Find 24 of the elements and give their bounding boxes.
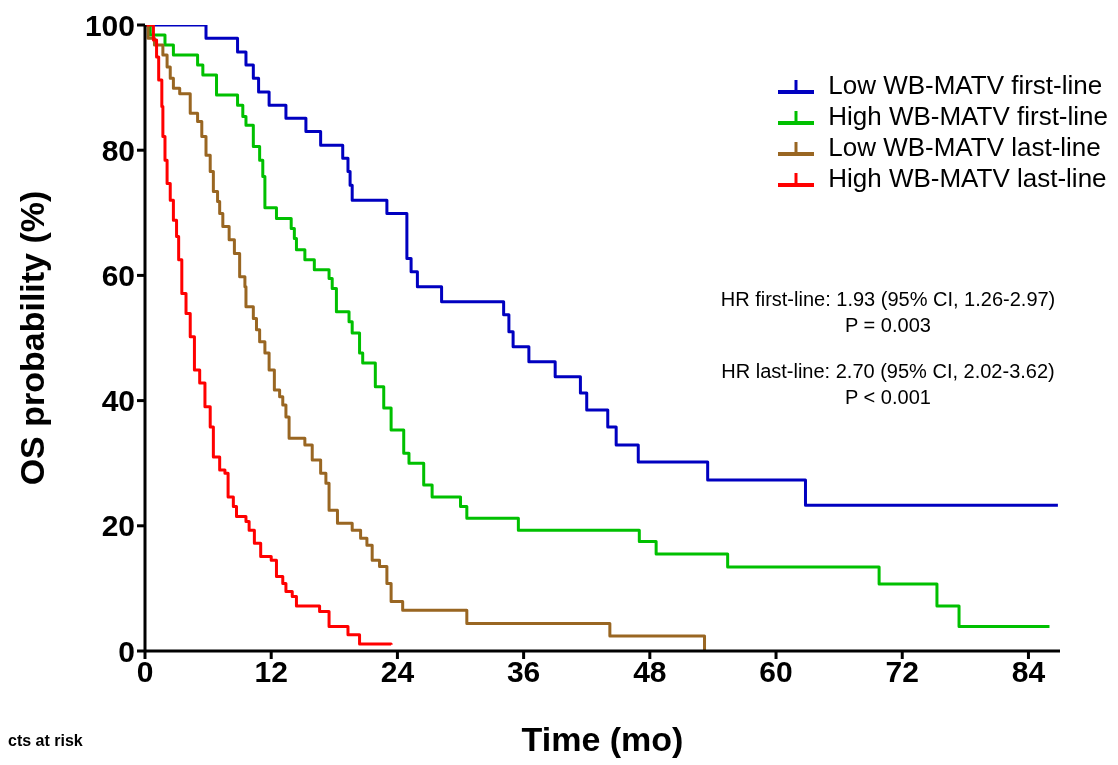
- y-tick-label: 20: [101, 509, 135, 543]
- x-tick-label: 48: [633, 655, 667, 689]
- y-tick-label: 0: [118, 634, 135, 668]
- x-tick-label: 24: [380, 655, 415, 689]
- annotation: HR first-line: 1.93 (95% CI, 1.26-2.97): [719, 287, 1057, 312]
- annotation: P = 0.003: [844, 313, 932, 338]
- annotation: P < 0.001: [844, 385, 932, 410]
- y-axis-title: OS probability (%): [13, 190, 52, 486]
- y-tick-label: 80: [101, 133, 135, 167]
- y-tick-label: 100: [84, 8, 135, 42]
- text: cts at risk: [8, 732, 83, 750]
- legend-label: Low WB-MATV first-line: [828, 70, 1103, 101]
- legend-label: High WB-MATV first-line: [828, 101, 1108, 132]
- x-axis-title: Time (mo): [521, 720, 684, 758]
- annotation: HR last-line: 2.70 (95% CI, 2.02-3.62): [720, 359, 1056, 384]
- legend-label: Low WB-MATV last-line: [828, 132, 1101, 163]
- y-tick-label: 60: [101, 259, 135, 293]
- x-tick-label: 60: [759, 655, 793, 689]
- x-tick-label: 36: [506, 655, 541, 689]
- legend-label: High WB-MATV last-line: [828, 163, 1107, 194]
- x-tick-label: 84: [1011, 655, 1046, 689]
- x-tick-label: 12: [254, 655, 288, 689]
- x-tick-label: 72: [885, 655, 919, 689]
- y-tick-label: 40: [101, 384, 135, 418]
